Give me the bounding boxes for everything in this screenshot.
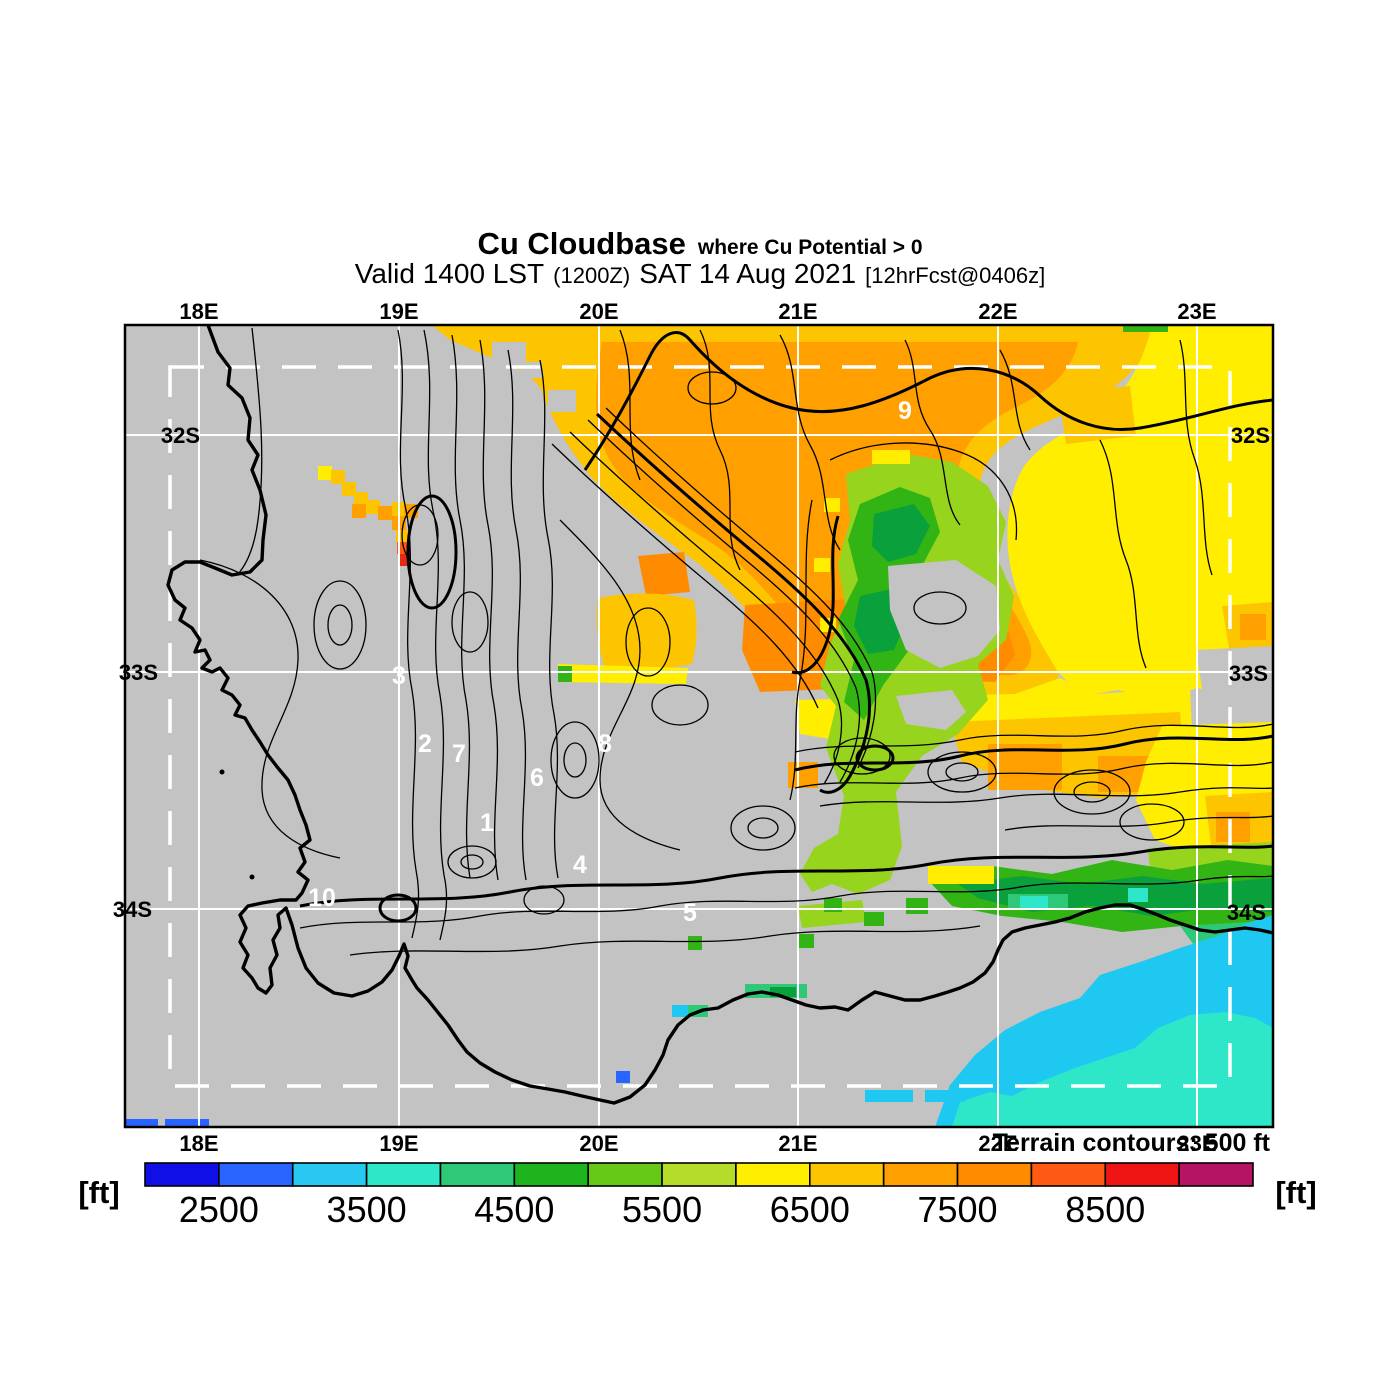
region-number: 8: [598, 730, 612, 758]
lat-label-right: 33S: [1229, 661, 1268, 686]
region-number: 10: [308, 884, 336, 912]
lon-label-bottom: 18E: [179, 1131, 218, 1156]
colorbar-segment: [587, 1162, 663, 1187]
colorbar-segment: [735, 1162, 811, 1187]
lon-label-top: 21E: [778, 299, 817, 324]
lon-label-top: 19E: [379, 299, 418, 324]
lat-label-left: 33S: [119, 660, 158, 685]
graticule: [125, 325, 1273, 1127]
colorbar-tick-label: 2500: [179, 1189, 259, 1230]
cloudbase-fill-regions: [126, 325, 1273, 1127]
lon-label-top: 22E: [978, 299, 1017, 324]
lon-labels-top: 18E 19E 20E 21E 22E 23E: [179, 299, 1216, 324]
lon-label-top: 20E: [579, 299, 618, 324]
lon-label-top: 23E: [1177, 299, 1216, 324]
region-number: 7: [452, 740, 466, 768]
colorbar-segment: [1178, 1162, 1254, 1187]
colorbar-segment: [661, 1162, 737, 1187]
title-condition: where Cu Potential > 0: [697, 236, 923, 259]
lon-label-top: 18E: [179, 299, 218, 324]
valid-time-line: Valid 1400 LST (1200Z) SAT 14 Aug 2021 [12h…: [0, 258, 1400, 290]
colorbar: [ft] [ft] 2500 3500 4500 5500 6500 7500 8500: [78, 1162, 1317, 1230]
lon-label-bottom: 23E: [1177, 1131, 1216, 1156]
region-number: 1: [480, 809, 494, 837]
region-number: 5: [683, 899, 697, 927]
colorbar-segment: [808, 1162, 885, 1187]
title-line: Cu Cloudbase where Cu Potential > 0: [0, 226, 1400, 262]
colorbar-tick-label: 8500: [1065, 1189, 1145, 1230]
forecast-tag: [12hrFcst@0406z]: [865, 263, 1046, 288]
lat-labels-left: 32S 33S 34S: [113, 423, 200, 922]
colorbar-segment: [956, 1162, 1033, 1187]
lon-label-bottom: 22E: [978, 1131, 1017, 1156]
domain-boundary-dashed: [168, 365, 1232, 1088]
valid-zulu: (1200Z): [553, 263, 631, 288]
map-area: 1 2 3 4 5 6 7 8 9 10: [125, 325, 1273, 1127]
island-dot: [219, 769, 225, 775]
terrain-contour-lines: [199, 327, 1273, 956]
colorbar-segment: [291, 1162, 368, 1187]
valid-time: Valid 1400 LST: [354, 258, 545, 289]
colorbar-tick-label: 3500: [327, 1189, 407, 1230]
lat-label-left: 32S: [161, 423, 200, 448]
colorbar-segment: [439, 1162, 516, 1187]
colorbar-segment: [218, 1162, 294, 1187]
lon-label-bottom: 20E: [579, 1131, 618, 1156]
lon-labels-bottom: 18E 19E 20E 21E 22E 23E: [179, 1131, 1216, 1156]
fill-yellow-east: [1007, 325, 1273, 700]
colorbar-segment: [882, 1162, 959, 1187]
terrain-contours-note: Terrain contours: 500 ft: [993, 1129, 1271, 1157]
region-number: 9: [898, 397, 912, 425]
region-numbers: 1 2 3 4 5 6 7 8 9 10: [308, 397, 912, 927]
colorbar-segment: [1104, 1162, 1180, 1187]
colorbar-tick-label: 4500: [474, 1189, 554, 1230]
colorbar-tick-label: 7500: [917, 1189, 997, 1230]
colorbar-ticks: 2500 3500 4500 5500 6500 7500 8500: [179, 1189, 1145, 1230]
page-title: Cu Cloudbase: [477, 226, 686, 261]
region-number: 2: [418, 730, 432, 758]
island-dot: [249, 874, 255, 880]
lat-labels-right: 32S 33S 34S: [1227, 423, 1270, 925]
lat-label-left: 34S: [113, 897, 152, 922]
lon-label-bottom: 19E: [379, 1131, 418, 1156]
colorbar-segment: [144, 1162, 220, 1187]
lat-label-right: 34S: [1227, 900, 1266, 925]
colorbar-segment: [365, 1162, 442, 1187]
region-number: 3: [392, 662, 406, 690]
map-frame: [123, 323, 1275, 1129]
coastline: [166, 325, 1273, 1105]
colorbar-unit-right: [ft]: [1275, 1175, 1316, 1210]
colorbar-tick-label: 6500: [770, 1189, 850, 1230]
colorbar-segments: [144, 1162, 1254, 1187]
valid-date: SAT 14 Aug 2021: [639, 258, 857, 289]
lon-label-bottom: 21E: [778, 1131, 817, 1156]
colorbar-segment: [513, 1162, 589, 1187]
fill-ocean-southeast: [126, 915, 1273, 1127]
colorbar-tick-label: 5500: [622, 1189, 702, 1230]
colorbar-unit-left: [ft]: [78, 1175, 119, 1210]
region-number: 4: [573, 851, 587, 879]
colorbar-segment: [1030, 1162, 1107, 1187]
lat-label-right: 32S: [1231, 423, 1270, 448]
region-number: 6: [530, 764, 544, 792]
